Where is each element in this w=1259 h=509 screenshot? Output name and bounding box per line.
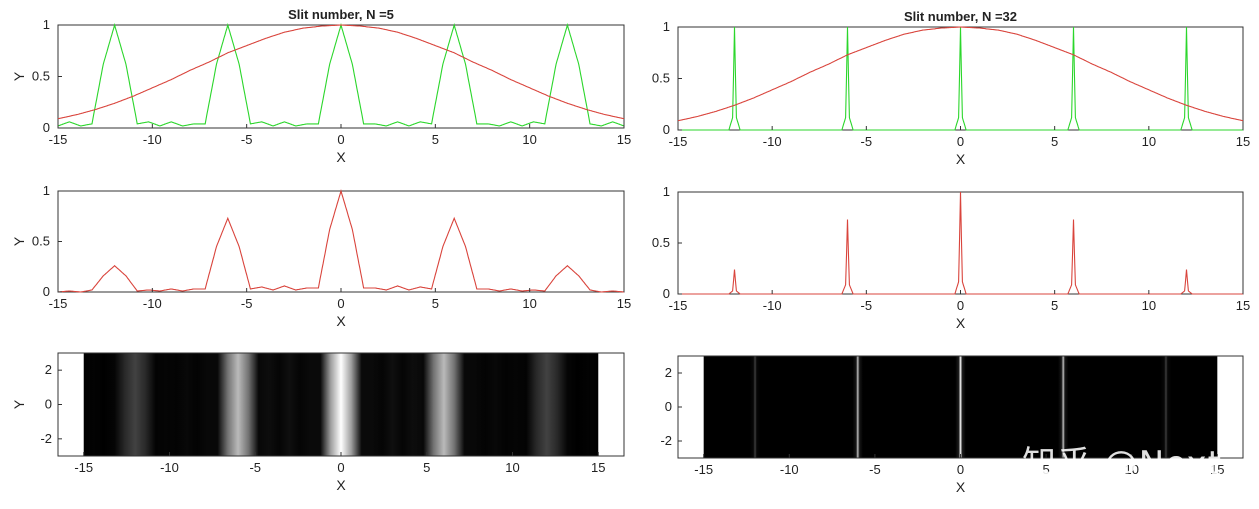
x-tick-label: 10 [505,460,519,475]
x-tick-label: 15 [591,460,605,475]
y-tick-label: -2 [660,433,672,448]
x-axis-label: X [336,313,346,329]
x-tick-label: -10 [763,298,782,313]
x-tick-label: 5 [423,460,430,475]
y-tick-label: 2 [45,362,52,377]
x-tick-label: 15 [1236,134,1250,149]
y-axis-label: Y [11,71,27,81]
x-tick-label: 5 [1051,134,1058,149]
x-tick-label: 15 [1236,298,1250,313]
axes-frame [57,24,625,129]
chart-panel-1: -15 -10 -5 0 5 10 15 0 0.5 1 Slit number, N =5 X Y [11,7,631,165]
x-tick-label: -10 [780,462,799,477]
chart-panel-3: -15 -10 -5 0 5 10 15 0 0.5 1 X Y [11,183,631,329]
x-axis-label: X [336,149,346,165]
x-tick-label: 10 [1124,462,1138,477]
y-tick-label: 0 [45,397,52,412]
x-tick-label: 15 [1210,462,1224,477]
x-tick-label: 15 [617,296,631,311]
x-tick-label: 5 [1042,462,1049,477]
chart-panel-5: -15 -10 -5 0 5 10 15 -2 0 2 X Y [11,352,625,493]
y-tick-label: 0.5 [652,235,670,250]
intensity-image [83,353,599,456]
x-axis-label: X [956,315,966,331]
x-tick-label: 5 [1051,298,1058,313]
x-tick-label: -15 [49,296,68,311]
y-tick-label: 0 [663,286,670,301]
x-tick-label: 0 [957,298,964,313]
x-tick-label: -5 [241,296,253,311]
x-tick-label: -10 [160,460,179,475]
x-tick-label: -5 [249,460,261,475]
series-line [57,24,625,120]
x-tick-label: 0 [337,460,344,475]
y-axis-label: Y [11,399,27,409]
x-tick-label: -5 [861,134,873,149]
series-line [677,26,1244,122]
x-axis-label: X [956,151,966,167]
x-tick-label: -15 [669,298,688,313]
x-tick-label: 5 [432,132,439,147]
y-tick-label: 0 [665,399,672,414]
x-tick-label: 10 [1142,298,1156,313]
x-tick-label: -5 [869,462,881,477]
x-tick-label: -10 [143,132,162,147]
y-tick-label: 0.5 [32,69,50,84]
x-tick-label: 0 [337,296,344,311]
x-tick-label: 0 [957,134,964,149]
chart-panel-4: -15 -10 -5 0 5 10 15 0 0.5 1 X [652,184,1250,331]
chart-title: Slit number, N =32 [904,9,1017,24]
x-axis-label: X [336,477,346,493]
chart-panel-6: -15 -10 -5 0 5 10 15 -2 0 2 X [660,355,1244,495]
x-axis-label: X [956,479,966,495]
x-tick-label: -5 [241,132,253,147]
x-tick-label: -10 [763,134,782,149]
chart-panel-2: -15 -10 -5 0 5 10 15 0 0.5 1 Slit number, N =32 X [652,9,1250,167]
axes-frame [57,190,625,293]
x-tick-label: 10 [522,132,536,147]
x-tick-label: -10 [143,296,162,311]
y-axis-label: Y [11,236,27,246]
intensity-image [703,356,1218,458]
x-tick-label: -15 [49,132,68,147]
x-tick-label: 10 [1142,134,1156,149]
x-tick-label: 5 [432,296,439,311]
x-tick-label: -5 [861,298,873,313]
x-tick-label: 0 [337,132,344,147]
y-tick-label: 0.5 [652,71,670,86]
y-tick-label: -2 [40,431,52,446]
y-tick-label: 1 [663,184,670,199]
x-tick-label: 0 [957,462,964,477]
y-tick-label: 1 [43,17,50,32]
x-tick-label: 10 [522,296,536,311]
y-tick-label: 1 [43,183,50,198]
x-tick-label: 15 [617,132,631,147]
x-tick-label: -15 [694,462,713,477]
y-tick-label: 0.5 [32,234,50,249]
x-tick-label: -15 [669,134,688,149]
y-tick-label: 2 [665,365,672,380]
y-tick-label: 0 [663,122,670,137]
zhihu-watermark: 知乎 @Next [1022,444,1223,484]
y-tick-label: 0 [43,120,50,135]
y-tick-label: 1 [663,19,670,34]
y-tick-label: 0 [43,284,50,299]
x-tick-label: -15 [74,460,93,475]
chart-title: Slit number, N =5 [288,7,394,22]
